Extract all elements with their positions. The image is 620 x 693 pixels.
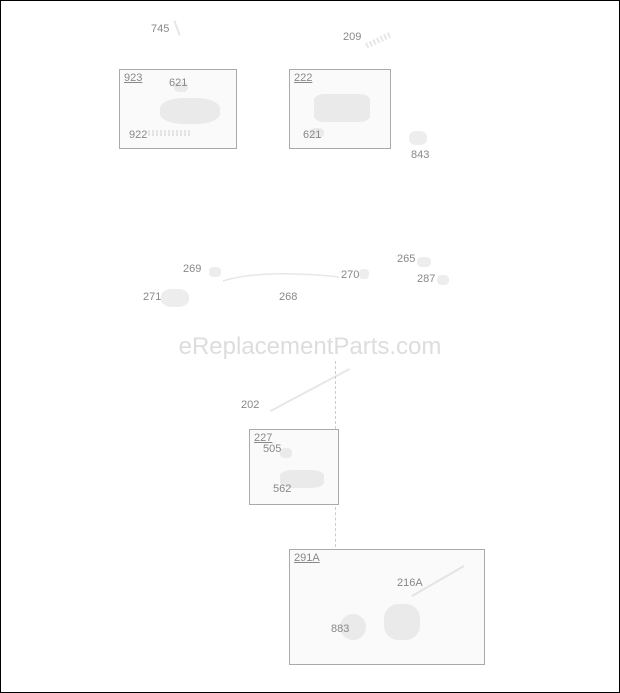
watermark-text: eReplacementParts.com	[179, 333, 442, 361]
label-202: 202	[241, 399, 259, 411]
box-label-291a: 291A	[294, 552, 320, 564]
part-269-icon	[209, 267, 221, 277]
part-270-icon	[359, 269, 369, 279]
part-202-icon	[270, 368, 350, 412]
label-883: 883	[331, 623, 349, 635]
label-562: 562	[273, 483, 291, 495]
label-271: 271	[143, 291, 161, 303]
label-269: 269	[183, 263, 201, 275]
parts-diagram: eReplacementParts.com 923 222 227 291A	[1, 1, 619, 692]
part-843-icon	[409, 131, 427, 145]
label-216a: 216A	[397, 577, 423, 589]
label-922: 922	[129, 129, 147, 141]
part-745-icon	[173, 20, 180, 36]
alignment-dash-2	[335, 507, 336, 547]
part-209-icon	[365, 31, 393, 48]
label-265: 265	[397, 253, 415, 265]
label-268: 268	[279, 291, 297, 303]
box-label-923: 923	[124, 72, 142, 84]
label-270: 270	[341, 269, 359, 281]
box-label-222: 222	[294, 72, 312, 84]
label-621a: 621	[169, 77, 187, 89]
label-209: 209	[343, 31, 361, 43]
alignment-dash-1	[335, 361, 336, 429]
part-271-icon	[161, 289, 189, 307]
part-268-cable-icon	[221, 267, 341, 285]
assembly-box-227: 227	[249, 429, 339, 505]
assembly-box-291a: 291A	[289, 549, 485, 665]
part-287-icon	[437, 275, 449, 285]
label-621b: 621	[303, 129, 321, 141]
label-745: 745	[151, 23, 169, 35]
label-505: 505	[263, 443, 281, 455]
part-265-icon	[417, 257, 431, 267]
label-287: 287	[417, 273, 435, 285]
label-843: 843	[411, 149, 429, 161]
